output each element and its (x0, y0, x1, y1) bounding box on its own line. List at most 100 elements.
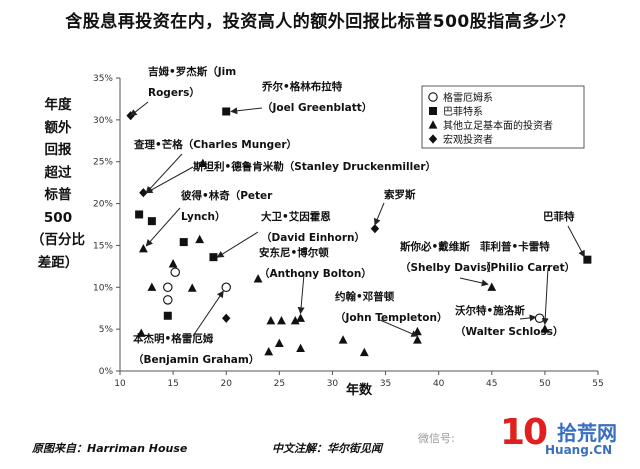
annotation-label: 乔尔•格林布拉特 (261, 80, 343, 93)
annotation-arrow (374, 202, 385, 226)
x-tick-label: 55 (592, 379, 603, 389)
data-point-triangle (413, 335, 422, 344)
y-tick-label: 35% (93, 74, 113, 84)
data-point-triangle (277, 315, 286, 325)
annotation-label: 安东尼•博尔顿 (259, 246, 329, 259)
y-tick-label: 5% (99, 325, 114, 335)
annotation-label: 斯坦利•德鲁肯米勒（Stanley Druckenmiller） (193, 160, 436, 173)
annotation-label: 沃尔特•施洛斯 (455, 304, 525, 317)
watermark-logo-number: 10 (500, 412, 548, 453)
data-point-triangle (266, 315, 276, 325)
watermark-site-name: 拾荒网 (557, 421, 617, 445)
annotation-label: （David Einhorn） (261, 231, 365, 244)
y-axis-label-line: 年度 (44, 97, 72, 113)
legend-label: 其他立足基本面的投资者 (443, 119, 553, 132)
data-point-triangle (413, 326, 422, 336)
legend-marker-triangle (428, 120, 438, 129)
x-tick-label: 20 (220, 379, 232, 389)
data-point-square (179, 238, 188, 247)
data-point-diamond (139, 188, 148, 198)
data-point-circle (163, 295, 173, 305)
legend-marker-diamond (428, 134, 438, 144)
data-point-triangle (338, 335, 348, 344)
data-point-square (222, 107, 231, 116)
y-axis-label: 年度 额外 回报 超过 标普 500 （百分比 差距） (30, 94, 86, 274)
annotation-label: （John Templeton） (335, 311, 448, 324)
y-axis-label-line: 标普 (44, 187, 72, 203)
watermark-url: Huang.CN (545, 443, 613, 457)
data-point-triangle (138, 243, 148, 253)
wechat-watermark: 微信号: (418, 432, 455, 445)
annotation-label: Rogers） (148, 86, 200, 99)
annotation-arrow (519, 314, 537, 322)
annotation-arrow (459, 277, 489, 287)
x-tick-label: 15 (167, 379, 178, 389)
data-point-triangle (147, 282, 157, 291)
data-point-square (583, 255, 592, 264)
data-point-triangle (359, 347, 369, 357)
data-point-square (147, 217, 156, 226)
annotation-label: 菲利普•卡雷特 (480, 240, 550, 253)
annotation-arrow (129, 101, 149, 117)
data-point-triangle (195, 234, 205, 244)
data-point-circle (170, 267, 180, 277)
y-tick-label: 30% (93, 116, 113, 126)
annotation-arrow (216, 231, 259, 258)
x-tick-label: 40 (433, 379, 445, 389)
data-point-square (209, 253, 218, 262)
annotation-label: （Anthony Bolton） (259, 267, 372, 280)
annotation-label: 吉姆•罗杰斯（Jim (148, 65, 236, 78)
data-point-triangle (198, 158, 208, 167)
legend-marker-circle (428, 92, 438, 102)
annotation-label: （Joel Greenblatt） (262, 101, 372, 114)
annotation-arrow (230, 107, 263, 115)
x-tick-label: 35 (380, 379, 391, 389)
annotation-label: （Benjamin Graham） (133, 353, 259, 366)
y-axis-label-line: 500 (43, 209, 73, 226)
x-tick-label: 45 (486, 379, 497, 389)
legend-label: 巴菲特系 (443, 106, 483, 118)
legend-label: 宏观投资者 (443, 133, 493, 146)
data-point-square (163, 311, 172, 320)
data-point-triangle (253, 274, 263, 283)
data-point-triangle (264, 346, 274, 356)
data-point-circle (163, 282, 173, 293)
data-point-square (135, 210, 144, 219)
data-point-triangle (290, 315, 300, 325)
y-tick-label: 0% (99, 367, 114, 377)
data-point-triangle (187, 283, 197, 292)
x-tick-label: 50 (539, 379, 551, 389)
annotation-arrow (192, 290, 224, 337)
y-axis-label-line: （百分比 (31, 232, 85, 248)
annotation-label: 本杰明•格雷厄姆 (133, 332, 214, 345)
annotation-arrow (297, 273, 305, 315)
y-tick-label: 25% (93, 158, 113, 168)
legend-label: 格雷厄姆系 (443, 91, 493, 104)
legend-marker-square (429, 107, 437, 115)
translation-credit: 中文注解：华尔街见闻 (272, 442, 382, 455)
annotation-arrow (379, 319, 419, 337)
annotation-label: 查理•芒格（Charles Munger） (133, 138, 297, 151)
annotation-label: （Philio Carret） (480, 261, 575, 274)
annotation-label: 大卫•艾因霍恩 (261, 210, 331, 223)
chart-title: 含股息再投资在内，投资高人的额外回报比标普500股指高多少？ (65, 12, 575, 32)
data-point-diamond (370, 224, 380, 234)
y-tick-label: 10% (93, 283, 113, 293)
annotation-label: 斯你必•戴维斯 (400, 240, 470, 253)
x-axis-label: 年数 (346, 382, 373, 398)
y-axis-label-line: 超过 (44, 164, 72, 181)
data-point-triangle (136, 328, 146, 337)
annotation-arrow (567, 225, 585, 258)
y-axis-label-line: 差距） (37, 254, 79, 271)
data-point-diamond (126, 111, 135, 121)
annotation-label: （Walter Schloss） (455, 325, 563, 338)
annotation-label: （Shelby Davis） (400, 261, 497, 274)
annotation-label: 巴菲特 (543, 210, 575, 223)
y-tick-label: 15% (93, 241, 113, 251)
source-credit: 原图来自：Harriman House (32, 442, 188, 455)
y-axis-label-line: 回报 (44, 142, 72, 158)
data-point-diamond (222, 313, 231, 323)
data-point-triangle (540, 324, 550, 333)
x-tick-label: 25 (274, 379, 285, 389)
